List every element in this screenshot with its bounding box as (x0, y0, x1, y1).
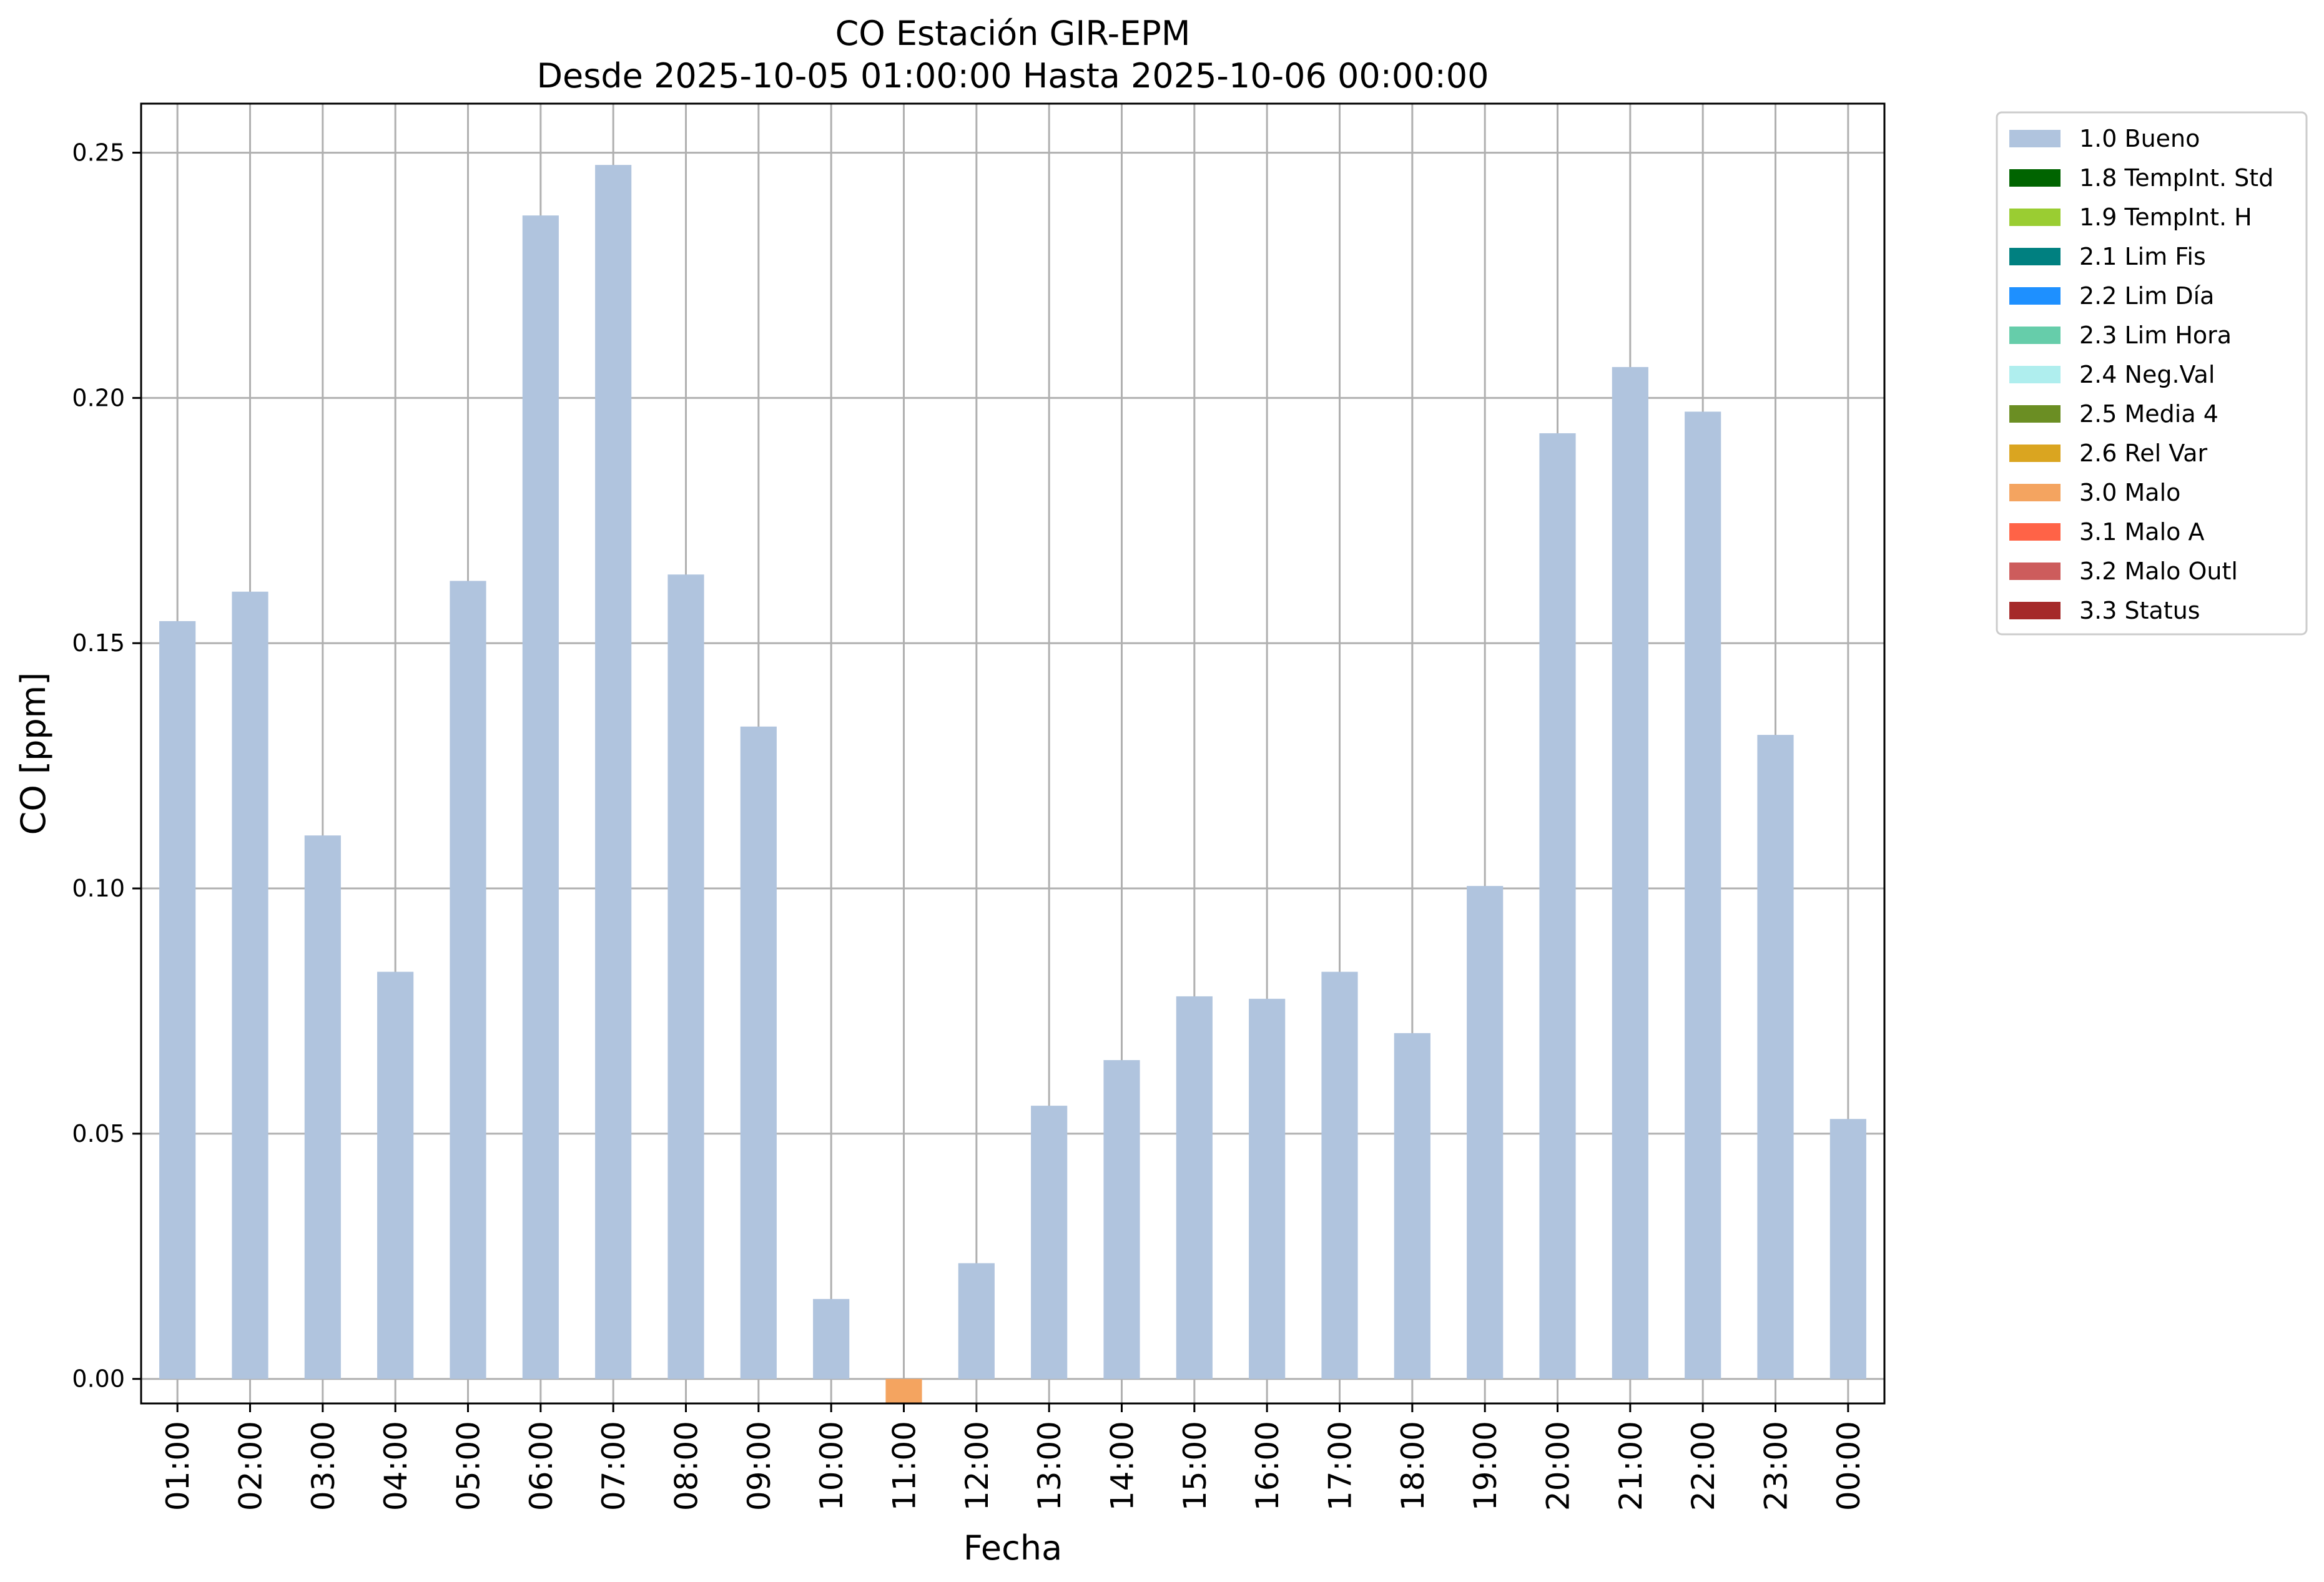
legend-label: 2.4 Neg.Val (2079, 361, 2215, 388)
bar (813, 1299, 850, 1379)
legend-swatch (2009, 563, 2061, 580)
bar (159, 621, 196, 1379)
legend-label: 1.9 TempInt. H (2079, 204, 2252, 231)
legend-swatch (2009, 445, 2061, 462)
bar (1539, 433, 1576, 1379)
legend-swatch (2009, 248, 2061, 265)
y-axis-label: CO [ppm] (14, 672, 53, 835)
x-tick-label: 00:00 (1831, 1421, 1867, 1511)
x-tick-label: 08:00 (669, 1421, 705, 1511)
bar (1685, 411, 1721, 1379)
x-tick-label: 20:00 (1540, 1421, 1577, 1511)
x-tick-label: 07:00 (596, 1421, 632, 1511)
bar (522, 215, 559, 1379)
x-tick-label: 09:00 (741, 1421, 777, 1511)
x-tick-label: 03:00 (305, 1421, 342, 1511)
legend-label: 2.2 Lim Día (2079, 282, 2214, 310)
bar (232, 591, 268, 1379)
bar (1249, 998, 1286, 1379)
y-tick-label: 0.05 (72, 1120, 125, 1147)
legend-swatch (2009, 130, 2061, 147)
bar (1612, 366, 1648, 1379)
legend-label: 2.6 Rel Var (2079, 440, 2208, 467)
legend-swatch (2009, 327, 2061, 344)
legend-swatch (2009, 484, 2061, 501)
bar (740, 726, 777, 1379)
legend-swatch (2009, 602, 2061, 619)
y-tick-label: 0.00 (72, 1365, 125, 1393)
x-tick-label: 18:00 (1395, 1421, 1431, 1511)
x-tick-label: 14:00 (1105, 1421, 1141, 1511)
bar (1394, 1033, 1430, 1379)
legend-label: 2.5 Media 4 (2079, 400, 2218, 428)
legend-label: 3.1 Malo A (2079, 518, 2204, 546)
x-tick-label: 23:00 (1758, 1421, 1795, 1511)
x-tick-label: 04:00 (378, 1421, 414, 1511)
bar (450, 581, 486, 1379)
bar (304, 835, 341, 1379)
bar (885, 1378, 922, 1403)
plot-frame (140, 102, 1886, 1405)
bar (1757, 735, 1794, 1379)
x-tick-label: 16:00 (1249, 1421, 1286, 1511)
bar (1031, 1106, 1068, 1379)
bar (1467, 886, 1504, 1379)
x-tick-label: 02:00 (233, 1421, 269, 1511)
y-tick-label: 0.25 (72, 139, 125, 167)
bars (159, 165, 1866, 1403)
legend-frame (1996, 111, 2308, 636)
legend-label: 1.8 TempInt. Std (2079, 164, 2273, 192)
bar (1103, 1060, 1140, 1379)
x-tick-label: 17:00 (1322, 1421, 1359, 1511)
legend-swatch (2009, 523, 2061, 541)
legend-swatch (2009, 169, 2061, 187)
bar (1321, 971, 1358, 1379)
bar (958, 1263, 995, 1379)
legend-label: 3.0 Malo (2079, 479, 2180, 506)
y-tick-label: 0.15 (72, 629, 125, 657)
x-tick-label: 19:00 (1467, 1421, 1504, 1511)
chart-subtitle: Desde 2025-10-05 01:00:00 Hasta 2025-10-… (536, 56, 1489, 96)
x-tick-label: 13:00 (1032, 1421, 1068, 1511)
legend-label: 3.3 Status (2079, 597, 2200, 624)
y-axis-ticks: 0.00 0.05 0.10 0.15 0.20 0.25 (72, 139, 141, 1393)
legend-swatch (2009, 209, 2061, 226)
x-tick-label: 15:00 (1177, 1421, 1213, 1511)
legend-label: 1.0 Bueno (2079, 125, 2200, 152)
x-tick-label: 12:00 (959, 1421, 995, 1511)
x-tick-label: 06:00 (523, 1421, 559, 1511)
x-tick-label: 22:00 (1685, 1421, 1721, 1511)
x-tick-label: 11:00 (887, 1421, 923, 1511)
bar (595, 165, 632, 1379)
legend: 1.0 Bueno 1.8 TempInt. Std 1.9 TempInt. H 2… (1996, 111, 2308, 636)
x-tick-label: 01:00 (160, 1421, 196, 1511)
bar (1176, 996, 1213, 1379)
bar (667, 574, 704, 1379)
legend-label: 2.1 Lim Fis (2079, 243, 2206, 270)
legend-swatch (2009, 366, 2061, 383)
legend-label: 3.2 Malo Outl (2079, 558, 2238, 585)
bar (1829, 1119, 1866, 1379)
chart-title: CO Estación GIR-EPM (835, 14, 1191, 53)
legend-swatch (2009, 405, 2061, 423)
x-axis-ticks: 01:00 02:00 03:00 04:00 05:00 06:00 07:00 08:00… (160, 1403, 1867, 1511)
x-tick-label: 21:00 (1613, 1421, 1649, 1511)
legend-swatch (2009, 287, 2061, 305)
x-tick-label: 05:00 (451, 1421, 487, 1511)
y-tick-label: 0.20 (72, 384, 125, 411)
x-tick-label: 10:00 (814, 1421, 850, 1511)
x-axis-label: Fecha (963, 1528, 1062, 1568)
y-tick-label: 0.10 (72, 875, 125, 902)
legend-label: 2.3 Lim Hora (2079, 322, 2232, 349)
bar (377, 971, 414, 1379)
